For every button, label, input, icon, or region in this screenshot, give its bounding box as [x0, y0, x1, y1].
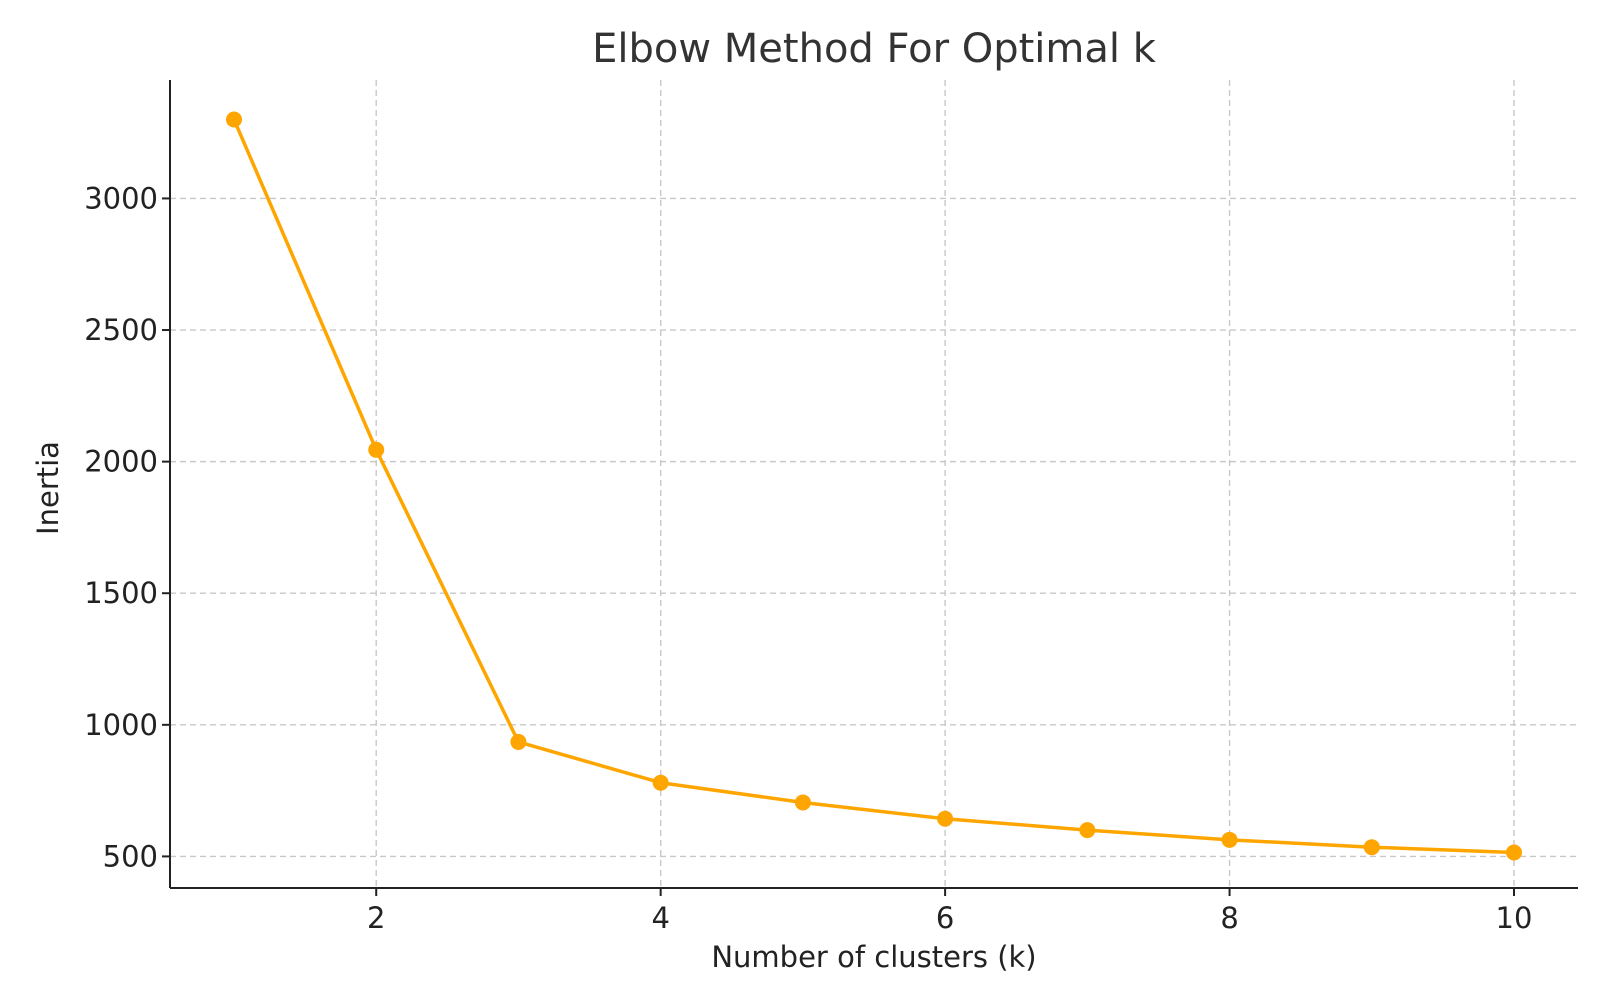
- series-line: [232, 118, 1515, 855]
- series-group: [226, 111, 1522, 861]
- y-ticks: 500 1000 1500 2000 2500 3000: [84, 181, 170, 873]
- y-tick-label: 1000: [84, 708, 158, 742]
- grid-lines: [170, 80, 1578, 888]
- x-tick-label: 2: [367, 901, 385, 935]
- data-point: [1363, 839, 1380, 856]
- x-tick-label: 4: [651, 901, 669, 935]
- x-tick-label: 8: [1220, 901, 1238, 935]
- y-tick-label: 3000: [84, 181, 158, 215]
- x-ticks: 2 4 6 8 10: [367, 888, 1532, 935]
- y-tick-label: 2500: [84, 313, 158, 347]
- data-point: [1221, 831, 1238, 848]
- data-point: [510, 733, 527, 750]
- chart-title: Elbow Method For Optimal k: [592, 26, 1157, 72]
- data-point: [226, 111, 242, 128]
- x-tick-label: 10: [1496, 901, 1533, 935]
- y-axis-label: Inertia: [31, 441, 65, 535]
- data-point: [794, 794, 811, 811]
- x-axis-label: Number of clusters (k): [711, 940, 1036, 974]
- y-tick-label: 500: [103, 839, 158, 873]
- axes: [169, 80, 1578, 889]
- y-tick-label: 1500: [84, 576, 158, 610]
- data-point: [652, 774, 669, 791]
- data-point: [1506, 844, 1522, 861]
- data-point: [368, 441, 385, 458]
- data-point: [937, 810, 954, 827]
- data-point: [1079, 822, 1096, 839]
- y-tick-label: 2000: [84, 445, 158, 479]
- x-tick-label: 6: [936, 901, 954, 935]
